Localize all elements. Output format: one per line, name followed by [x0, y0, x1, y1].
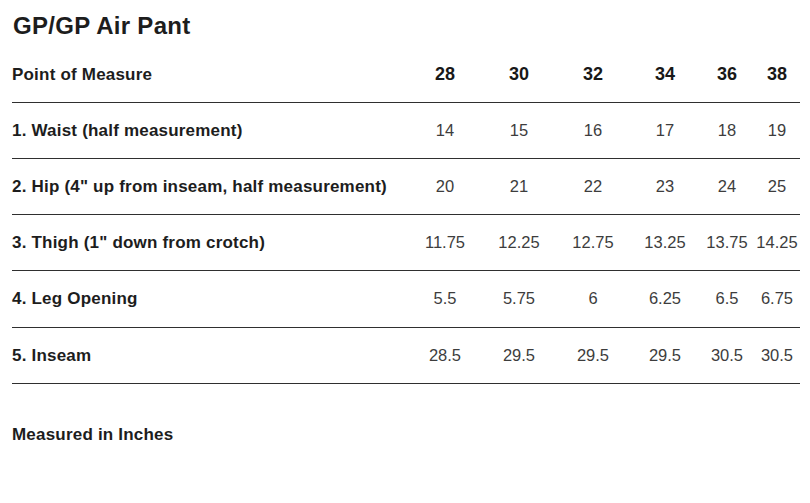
measurement-value: 29.5: [482, 327, 556, 383]
measurement-value: 12.25: [482, 215, 556, 271]
measurement-value: 6.5: [700, 271, 754, 327]
measurement-value: 30.5: [700, 327, 754, 383]
measurement-value: 24: [700, 159, 754, 215]
measurement-value: 5.75: [482, 271, 556, 327]
page-title: GP/GP Air Pant: [13, 12, 802, 40]
measurement-value: 21: [482, 159, 556, 215]
column-header-size: 32: [556, 54, 630, 103]
row-label: 5. Inseam: [12, 327, 408, 383]
measurement-value: 16: [556, 103, 630, 159]
measurement-value: 6.75: [754, 271, 800, 327]
measurement-value: 29.5: [556, 327, 630, 383]
table-row: 1. Waist (half measurement)141516171819: [12, 103, 800, 159]
units-note: Measured in Inches: [12, 425, 802, 445]
measurement-value: 23: [630, 159, 700, 215]
column-header-size: 38: [754, 54, 800, 103]
measurement-value: 17: [630, 103, 700, 159]
measurement-value: 14: [408, 103, 482, 159]
table-row: 3. Thigh (1" down from crotch)11.7512.25…: [12, 215, 800, 271]
table-row: 2. Hip (4" up from inseam, half measurem…: [12, 159, 800, 215]
size-chart-table: Point of Measure 283032343638 1. Waist (…: [12, 54, 800, 384]
column-header-size: 36: [700, 54, 754, 103]
measurement-value: 18: [700, 103, 754, 159]
measurement-value: 13.75: [700, 215, 754, 271]
column-header-size: 28: [408, 54, 482, 103]
measurement-value: 5.5: [408, 271, 482, 327]
row-label: 1. Waist (half measurement): [12, 103, 408, 159]
measurement-value: 13.25: [630, 215, 700, 271]
measurement-value: 12.75: [556, 215, 630, 271]
column-header-size: 34: [630, 54, 700, 103]
measurement-value: 11.75: [408, 215, 482, 271]
table-row: 4. Leg Opening5.55.7566.256.56.75: [12, 271, 800, 327]
measurement-value: 19: [754, 103, 800, 159]
measurement-value: 6: [556, 271, 630, 327]
column-header-point-of-measure: Point of Measure: [12, 54, 408, 103]
size-chart-page: GP/GP Air Pant Point of Measure 28303234…: [0, 0, 810, 503]
measurement-value: 25: [754, 159, 800, 215]
row-label: 4. Leg Opening: [12, 271, 408, 327]
row-label: 3. Thigh (1" down from crotch): [12, 215, 408, 271]
measurement-value: 29.5: [630, 327, 700, 383]
table-body: 1. Waist (half measurement)1415161718192…: [12, 103, 800, 384]
measurement-value: 28.5: [408, 327, 482, 383]
measurement-value: 14.25: [754, 215, 800, 271]
measurement-value: 20: [408, 159, 482, 215]
measurement-value: 6.25: [630, 271, 700, 327]
table-row: 5. Inseam28.529.529.529.530.530.5: [12, 327, 800, 383]
row-label: 2. Hip (4" up from inseam, half measurem…: [12, 159, 408, 215]
measurement-value: 22: [556, 159, 630, 215]
measurement-value: 15: [482, 103, 556, 159]
column-header-size: 30: [482, 54, 556, 103]
measurement-value: 30.5: [754, 327, 800, 383]
table-header-row: Point of Measure 283032343638: [12, 54, 800, 103]
